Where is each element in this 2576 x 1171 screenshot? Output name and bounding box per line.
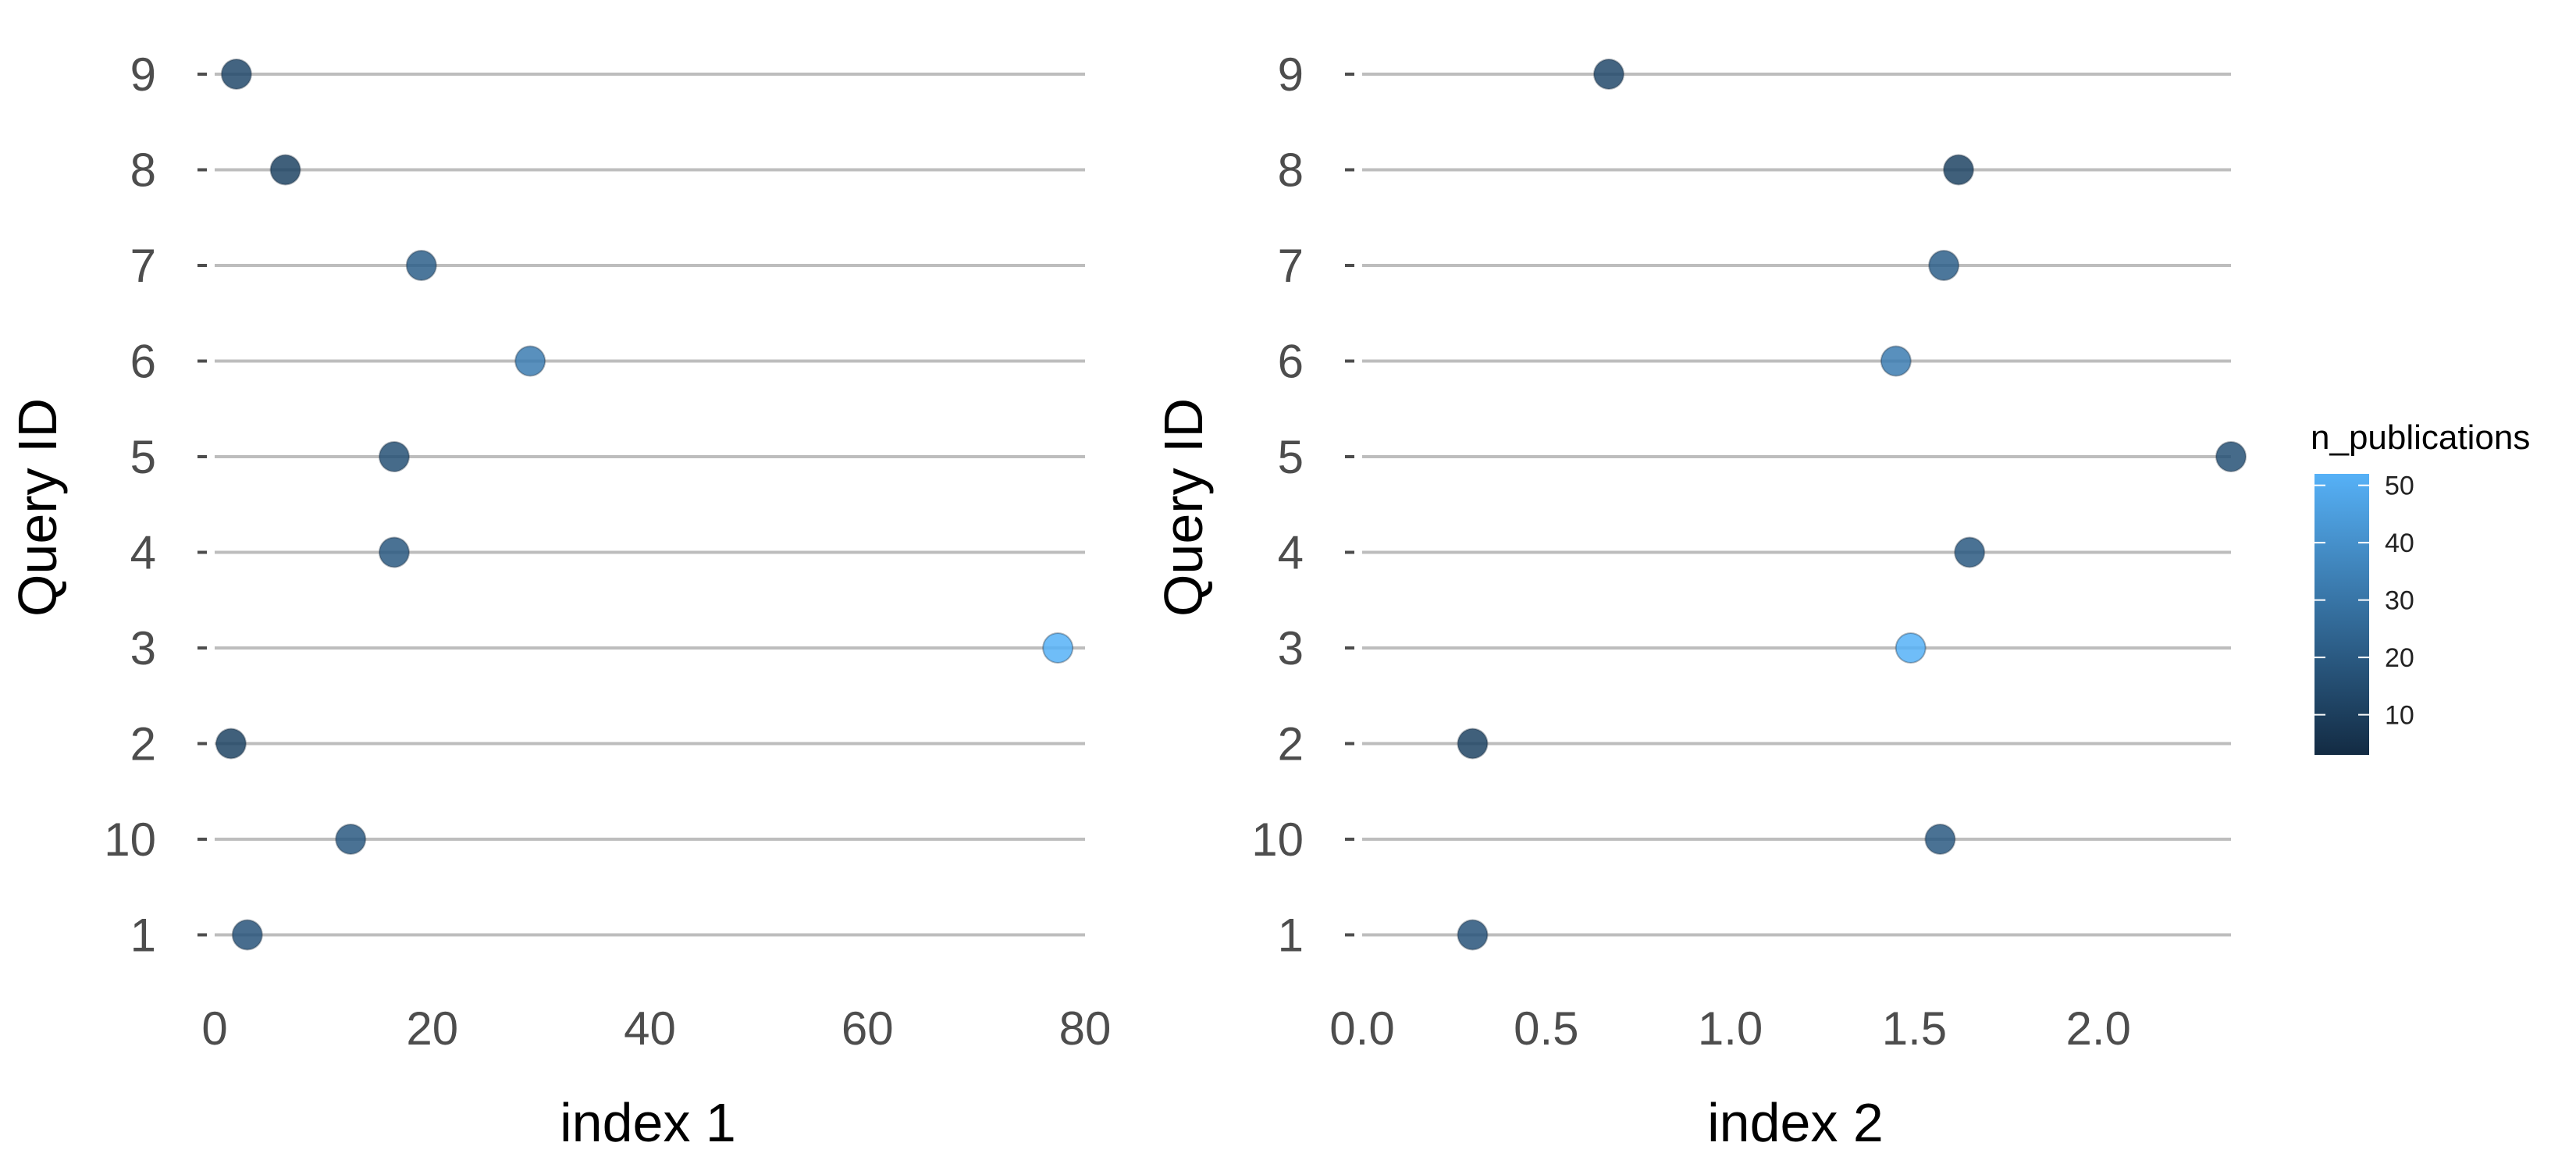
- x-tick-label: 1.0: [1698, 1002, 1763, 1055]
- y-tick-label: 3: [1278, 622, 1304, 674]
- color-legend: n_publications 10 20 30 40 50: [2311, 418, 2530, 755]
- y-axis-title: Query ID: [1153, 398, 1214, 617]
- y-tick-label: 4: [130, 527, 156, 579]
- data-point-query-5: [378, 441, 410, 472]
- x-axis-title: index 2: [1707, 1092, 1884, 1153]
- data-point-query-6: [1880, 345, 1912, 377]
- data-point-query-2: [215, 728, 247, 760]
- y-tick-label: 9: [130, 48, 156, 101]
- x-tick-label: 20: [406, 1002, 458, 1055]
- panel-index-2: 1 10 2 3 4 5 6 7 8 9 0.0 0.5 1.0 1.5 2.0 index 2 Quer…: [1153, 48, 2247, 1153]
- legend-title: n_publications: [2311, 418, 2530, 457]
- data-point-query-3: [1895, 632, 1927, 664]
- y-tick-label: 2: [1278, 718, 1304, 771]
- y-tick-label: 9: [1278, 48, 1304, 101]
- x-tick-label: 80: [1059, 1002, 1112, 1055]
- data-point-query-1: [1457, 919, 1489, 951]
- data-point-query-8: [1943, 154, 1975, 186]
- y-tick-label: 5: [1278, 431, 1304, 483]
- y-tick-label: 4: [1278, 527, 1304, 579]
- data-point-query-4: [378, 536, 410, 568]
- data-point-query-9: [1592, 59, 1624, 90]
- y-tick-label: 8: [1278, 144, 1304, 197]
- data-point-query-7: [405, 250, 437, 281]
- y-tick-label: 2: [130, 718, 156, 771]
- y-tick-label: 1: [1278, 909, 1304, 962]
- x-tick-label: 0.0: [1329, 1002, 1394, 1055]
- y-tick-label: 6: [130, 336, 156, 388]
- data-point-query-6: [514, 345, 546, 377]
- data-point-query-7: [1928, 250, 1960, 281]
- x-tick-label: 0: [201, 1002, 227, 1055]
- legend-tick-label: 50: [2385, 472, 2414, 501]
- data-point-query-1: [231, 919, 263, 951]
- y-axis-title: Query ID: [7, 398, 68, 617]
- y-tick-label: 7: [1278, 240, 1304, 292]
- x-tick-label: 60: [841, 1002, 894, 1055]
- legend-tick-label: 40: [2385, 529, 2414, 558]
- legend-colorbar: [2314, 474, 2369, 755]
- data-point-query-10: [1924, 824, 1956, 855]
- data-point-query-4: [1954, 536, 1986, 568]
- x-axis-title: index 1: [560, 1092, 736, 1153]
- y-tick-label: 10: [104, 813, 156, 866]
- data-point-query-8: [269, 154, 301, 186]
- data-point-query-2: [1457, 728, 1489, 760]
- y-tick-label: 1: [130, 909, 156, 962]
- legend-tick-label: 10: [2385, 701, 2414, 731]
- x-tick-label: 0.5: [1514, 1002, 1578, 1055]
- y-tick-label: 3: [130, 622, 156, 674]
- panel-index-1: 1 10 2 3 4 5 6 7 8 9 0 20 40 60 80 index 1 Query ID: [7, 48, 1111, 1153]
- x-tick-label: 2.0: [2066, 1002, 2131, 1055]
- data-point-query-10: [335, 824, 367, 855]
- x-tick-label: 40: [624, 1002, 676, 1055]
- legend-tick-label: 20: [2385, 643, 2414, 673]
- data-point-query-9: [220, 59, 252, 90]
- y-tick-label: 6: [1278, 336, 1304, 388]
- y-tick-label: 5: [130, 431, 156, 483]
- y-tick-label: 10: [1251, 813, 1304, 866]
- y-tick-label: 7: [130, 240, 156, 292]
- legend-tick-label: 30: [2385, 586, 2414, 616]
- y-tick-label: 8: [130, 144, 156, 197]
- x-tick-label: 1.5: [1882, 1002, 1947, 1055]
- data-point-query-5: [2215, 441, 2247, 472]
- data-point-query-3: [1042, 632, 1074, 664]
